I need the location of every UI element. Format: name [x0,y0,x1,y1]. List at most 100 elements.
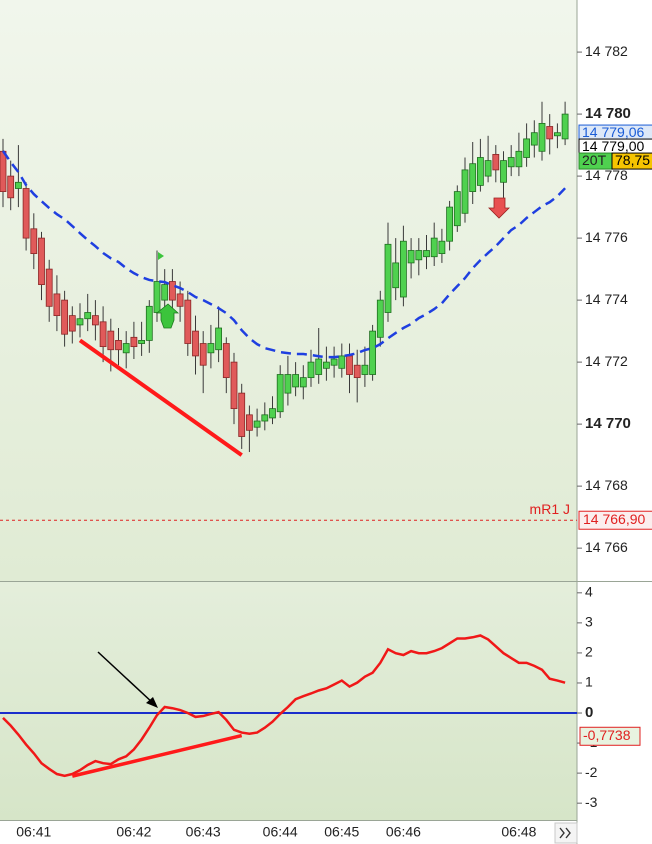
candle-body [215,327,223,351]
candle-body [453,191,461,227]
y-tick-label: 14 780 [585,105,631,122]
candle-body [207,343,215,354]
candle-body [423,250,430,258]
x-tick-label: 06:45 [324,824,359,840]
price-panel [0,0,577,581]
candle-body [199,343,207,366]
y-tick-label: 14 778 [585,167,628,183]
candle-body [322,361,330,369]
candle-body [461,169,469,214]
candle-body [153,281,161,313]
candle-body [230,361,238,410]
candle-body [253,420,261,428]
candle-body [546,126,554,140]
candle-body [338,355,346,369]
candle-body [484,160,492,177]
candle-body [384,243,392,313]
y-tick-label: 4 [585,584,593,600]
candle-body [292,374,300,388]
price-tag [611,152,652,170]
y-tick-label: 14 772 [585,353,628,369]
candle-body [284,374,292,394]
price-tag-label: 78,75 [615,152,650,168]
annotation-arrowhead [146,697,158,708]
candle-body [130,336,138,348]
y-tick-label: 14 782 [585,43,628,59]
candle-body [53,293,61,317]
candle-body [415,250,423,261]
y-tick-label: 14 768 [585,477,628,493]
candle-body [222,343,230,379]
candle-body [168,281,176,301]
candle-body [276,374,284,413]
moving-average [1,150,567,359]
candle-body [138,340,146,344]
candle-body [161,284,169,301]
candle-body [500,160,507,183]
scroll-icon [559,827,571,839]
candle-body [446,206,454,242]
candle-body [61,299,68,335]
candle-body [122,343,130,354]
candle-body [107,330,115,351]
candle-body [145,305,153,341]
level-name: mR1 J [530,501,570,517]
candle-body [376,299,384,338]
candle-body [507,157,515,168]
oscillator-panel [0,582,577,820]
candle-body [476,157,484,186]
y-tick-label: 14 766 [585,539,628,555]
candle-body [530,132,538,146]
y-tick-label: 14 776 [585,229,628,245]
price-tag-label: 14 779,06 [582,124,644,140]
candle-body [299,377,307,388]
y-tick-label: 1 [585,674,593,690]
y-tick-label: 14 774 [585,291,628,307]
candle-body [176,293,184,307]
x-tick-label: 06:43 [186,824,221,840]
candle-body [0,150,7,192]
y-tick-label: -2 [585,764,598,780]
value-tag [579,726,641,746]
candle-body [399,240,407,298]
x-tick-label: 06:41 [16,824,51,840]
x-tick-label: 06:42 [116,824,151,840]
trendline [78,338,243,457]
candle-body [538,122,546,152]
y-tick-label: 14 770 [585,415,631,432]
level-tag [578,510,652,530]
candle-body [515,150,523,168]
trendline [71,733,243,778]
signal-marker [158,252,164,260]
candle-body [115,340,122,351]
candle-body [315,358,323,375]
candle-body [261,414,269,422]
buy-signal [155,303,180,329]
candle-body [492,153,500,171]
marks [0,101,577,778]
candle-body [184,299,192,344]
value-tag-label: -0,7738 [583,727,631,743]
candle-body [38,237,45,286]
candle-body [68,315,76,332]
candle-body [353,364,361,379]
candle-body [84,312,92,320]
y-tick-label: -3 [585,794,598,810]
candle-body [392,262,400,289]
scroll-button[interactable] [554,822,578,844]
candle-body [76,318,84,326]
candle-body [561,113,569,140]
candle-body [14,181,22,189]
x-tick-label: 06:44 [263,824,298,840]
y-tick-label: 3 [585,614,593,630]
candle-body [523,138,530,158]
y-tick-label: 0 [585,704,593,721]
candle-body [438,240,446,255]
time-axis [0,820,577,844]
candle-body [430,237,438,258]
x-tick-label: 06:46 [386,824,421,840]
candle-body [407,250,415,264]
candle-body [554,132,561,137]
